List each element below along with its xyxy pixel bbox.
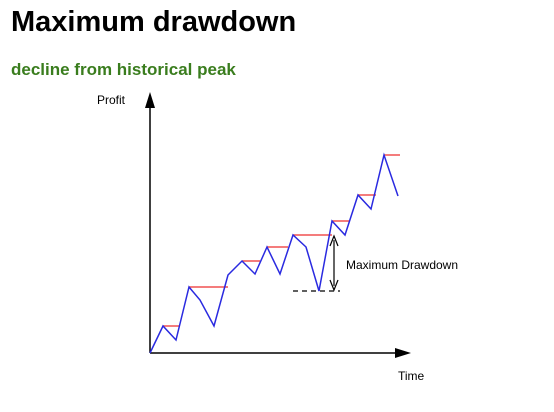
profit-line bbox=[149, 152, 399, 354]
y-axis-arrowhead bbox=[145, 92, 155, 108]
page-title: Maximum drawdown bbox=[11, 6, 297, 38]
x-axis-arrowhead bbox=[395, 348, 411, 358]
x-axis-label: Time bbox=[398, 369, 425, 383]
peak-markers bbox=[163, 154, 400, 327]
page-subtitle: decline from historical peak bbox=[11, 60, 236, 79]
y-axis-label: Profit bbox=[97, 93, 126, 107]
drawdown-arrowhead-bottom bbox=[329, 279, 339, 292]
drawdown-label: Maximum Drawdown bbox=[346, 258, 458, 272]
drawdown-arrowhead-top bbox=[329, 234, 339, 247]
